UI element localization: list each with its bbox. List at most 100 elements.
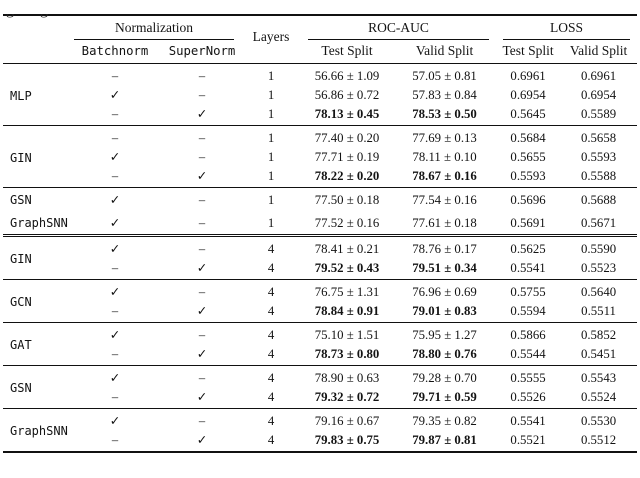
cell-roc-test: 78.13 ± 0.45 [314,106,380,121]
model-group-gsn-2: GSN ✓ – 1 77.50 ± 0.18 77.54 ± 0.16 0.5696 0.56… [3,188,637,212]
cell-roc-valid: 76.96 ± 0.69 [412,284,477,299]
cell-roc-test: 78.73 ± 0.80 [314,346,380,361]
cell-supernorm: ✓ [196,168,208,183]
cell-loss-test: 0.5691 [510,215,546,230]
results-table: Normalization Layers ROC-AUC LOSS Batchn… [3,14,638,453]
cell-layers: 4 [267,303,275,318]
cell-loss-valid: 0.5530 [580,413,617,428]
loss-test-split-header: Test Split [496,40,561,64]
cell-loss-test: 0.5625 [510,241,546,256]
cell-layers: 4 [267,241,275,256]
model-group-gat-6: GAT ✓ – 4 75.10 ± 1.51 75.95 ± 1.27 0.5866 0.58… [3,323,638,366]
cell-roc-test: 75.10 ± 1.51 [314,327,380,342]
table-row: GSN ✓ – 1 77.50 ± 0.18 77.54 ± 0.16 0.5696 0.56… [3,188,637,212]
cell-layers: 4 [267,284,275,299]
cell-roc-valid: 77.61 ± 0.18 [412,215,477,230]
cell-layers: 1 [267,68,275,83]
cell-roc-test: 78.90 ± 0.63 [314,370,380,385]
model-column-header [3,15,67,64]
cell-layers: 4 [267,370,275,385]
model-label: GIN [10,150,32,165]
cell-batchnorm: – [111,68,119,83]
cell-loss-test: 0.5593 [510,168,546,183]
model-label: GCN [10,295,32,309]
table-row: ✓ – 1 77.71 ± 0.19 78.11 ± 0.10 0.5655 0.5593 [3,147,637,166]
cell-roc-valid: 78.76 ± 0.17 [412,241,477,256]
paper-page: g g Normalization Layers ROC-AUC LOSS [0,14,640,478]
cell-batchnorm: ✓ [109,215,121,230]
cell-roc-valid: 78.67 ± 0.16 [412,168,477,183]
table-row: – ✓ 4 79.32 ± 0.72 79.71 ± 0.59 0.5526 0.5524 [3,387,637,409]
cell-batchnorm: – [111,389,119,404]
cell-roc-valid: 79.71 ± 0.59 [412,389,477,404]
cell-roc-valid: 78.53 ± 0.50 [412,106,477,121]
cell-supernorm: – [198,241,206,256]
cell-batchnorm: ✓ [109,413,121,428]
cell-layers: 1 [267,192,275,207]
model-label: GraphSNN [10,215,68,230]
cell-loss-valid: 0.5593 [580,149,617,164]
table-row: GAT ✓ – 4 75.10 ± 1.51 75.95 ± 1.27 0.5866 0.58… [3,323,637,353]
cell-loss-test: 0.5655 [510,149,546,164]
cell-batchnorm: – [111,106,119,121]
cell-batchnorm: ✓ [109,370,121,385]
cell-batchnorm: ✓ [109,192,121,207]
model-group-gin-4: GIN ✓ – 4 78.41 ± 0.21 78.76 ± 0.17 0.5625 0.55… [3,236,638,280]
cell-layers: 4 [267,260,275,275]
cell-batchnorm: – [111,168,119,183]
cell-loss-test: 0.5541 [510,260,546,275]
cell-batchnorm: – [111,130,119,145]
cell-roc-test: 56.86 ± 0.72 [314,87,380,102]
caption-fragment-text: g g [6,14,48,18]
table-row: – ✓ 1 78.22 ± 0.20 78.67 ± 0.16 0.5593 0.5588 [3,166,637,188]
table-row: GraphSNN ✓ – 4 79.16 ± 0.67 79.35 ± 0.82 0.554… [3,409,637,439]
cell-loss-test: 0.5645 [510,106,546,121]
model-group-gsn-7: GSN ✓ – 4 78.90 ± 0.63 79.28 ± 0.70 0.5555 0.55… [3,366,638,409]
cell-batchnorm: – [111,346,119,361]
cell-loss-test: 0.5594 [510,303,546,318]
cell-loss-valid: 0.5588 [580,168,617,183]
cell-roc-test: 78.41 ± 0.21 [314,241,380,256]
cell-supernorm: – [198,130,206,145]
cell-batchnorm: ✓ [109,284,121,299]
cell-supernorm: – [198,87,206,102]
model-group-graphsnn-3: GraphSNN ✓ – 1 77.52 ± 0.16 77.61 ± 0.18 0.569… [3,211,638,236]
cell-roc-valid: 78.80 ± 0.76 [412,346,477,361]
cell-supernorm: – [198,68,206,83]
cell-batchnorm: – [111,432,119,447]
cell-roc-test: 77.50 ± 0.18 [314,192,380,207]
cell-layers: 1 [267,149,275,164]
cell-layers: 1 [267,215,275,230]
cell-loss-test: 0.5541 [510,413,546,428]
cell-batchnorm: ✓ [109,87,121,102]
cell-loss-valid: 0.5511 [581,303,616,318]
batchnorm-column-header: Batchnorm [67,40,163,64]
cell-layers: 1 [267,168,275,183]
cell-roc-test: 78.22 ± 0.20 [314,168,380,183]
cell-loss-valid: 0.5543 [580,370,617,385]
roc-test-split-header: Test Split [301,40,394,64]
cell-layers: 4 [267,327,275,342]
cell-layers: 4 [267,432,275,447]
model-label: GIN [10,252,32,266]
cell-roc-valid: 79.87 ± 0.81 [412,432,477,447]
cropped-caption-fragment: g g [6,14,86,21]
cell-supernorm: – [198,149,206,164]
table-row: GIN – – 1 77.40 ± 0.20 77.69 ± 0.13 0.5684 0.56… [3,126,637,165]
cell-loss-valid: 0.5451 [580,346,617,361]
cell-batchnorm: – [111,260,119,275]
layers-column-header: Layers [241,15,302,64]
cell-loss-valid: 0.5590 [580,241,617,256]
cell-roc-valid: 77.69 ± 0.13 [412,130,477,145]
table-row: – ✓ 4 79.52 ± 0.43 79.51 ± 0.34 0.5541 0.5523 [3,258,637,280]
cell-roc-valid: 79.35 ± 0.82 [412,413,477,428]
model-label: GSN [10,192,32,207]
cell-loss-valid: 0.5640 [580,284,617,299]
cell-roc-test: 79.16 ± 0.67 [314,413,380,428]
cell-loss-test: 0.5544 [510,346,546,361]
cell-loss-test: 0.5684 [510,130,546,145]
cell-loss-valid: 0.5671 [580,215,617,230]
cell-layers: 4 [267,389,275,404]
loss-valid-split-header: Valid Split [560,40,638,64]
cell-layers: 4 [267,346,275,361]
